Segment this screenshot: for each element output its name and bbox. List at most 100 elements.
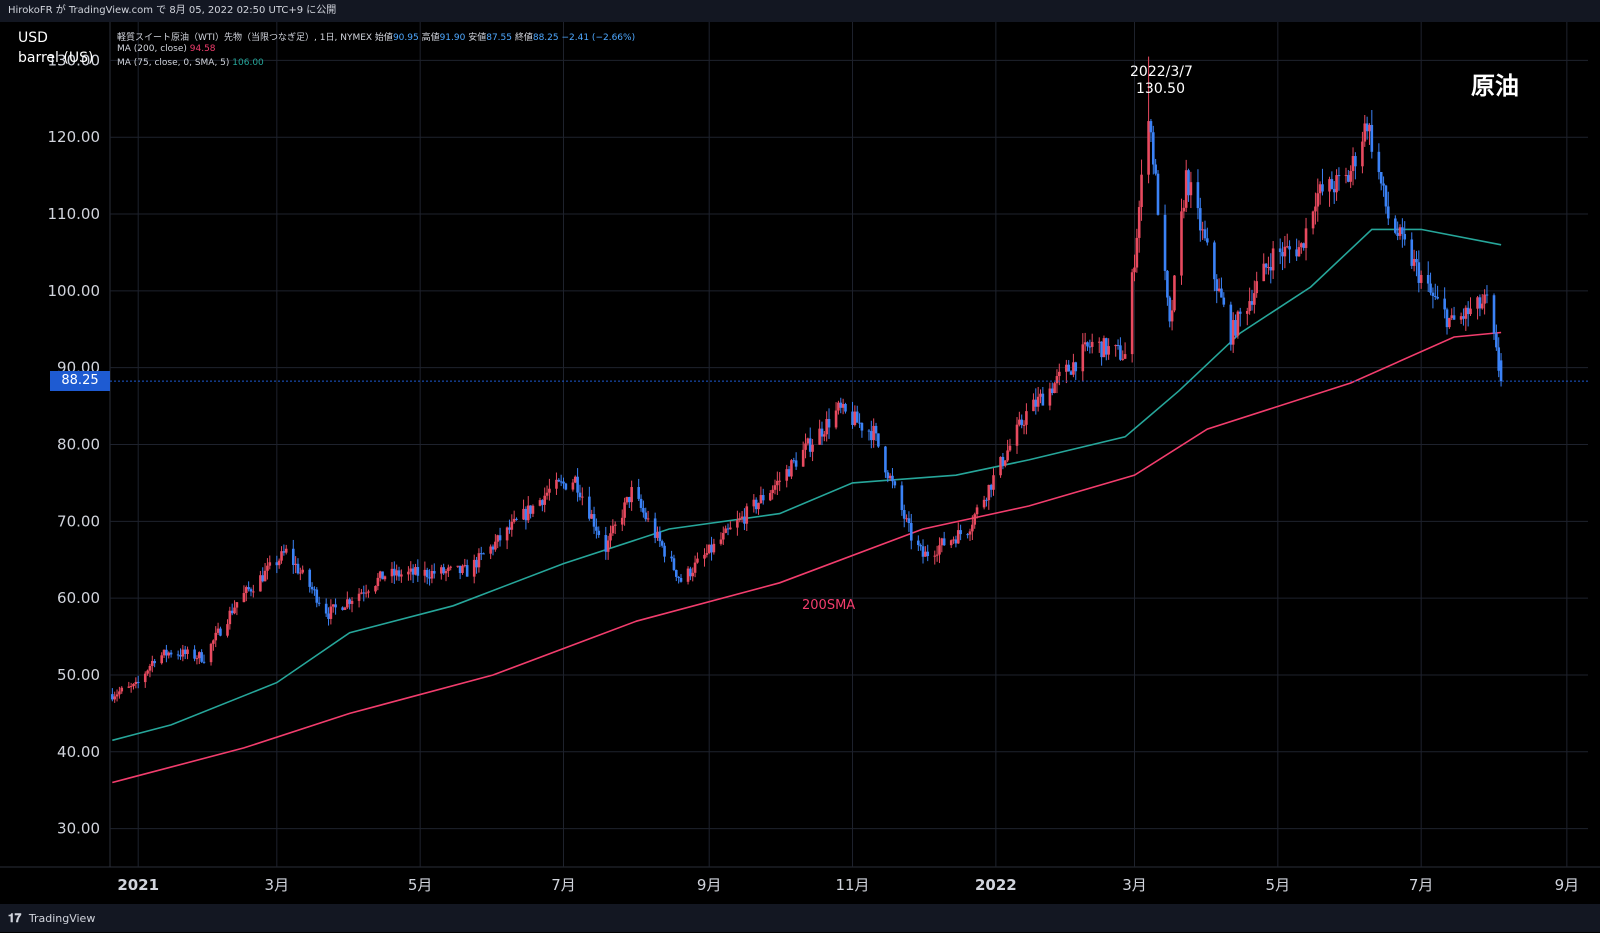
candle-body [1201, 229, 1204, 231]
candle-body [1278, 248, 1282, 253]
candle-body [334, 604, 337, 608]
y-axis[interactable]: 130.00120.00110.00100.0090.0080.0070.006… [48, 51, 101, 837]
candle-body [1452, 315, 1456, 320]
candle-body [924, 551, 927, 557]
peak-date-annotation: 2022/3/7 [1130, 64, 1193, 80]
candle-body [837, 402, 840, 411]
candle-body [327, 613, 330, 619]
candle-body [954, 539, 958, 544]
candle-body [820, 428, 824, 437]
x-tick-label: 3月 [265, 876, 290, 894]
candle-body [1396, 232, 1399, 236]
price-chart[interactable]: 130.00120.00110.00100.0090.0080.0070.006… [0, 22, 1600, 904]
footer-brand[interactable]: TradingView [28, 912, 96, 925]
candle-body [623, 502, 626, 518]
candle-body [1086, 342, 1089, 347]
candle-body [167, 652, 171, 656]
candle-body [324, 603, 328, 614]
legend-close-label: 終値 [511, 33, 533, 43]
candle-body [1344, 175, 1348, 177]
candle-body [604, 535, 608, 552]
price-unit: USD barrel (US) [18, 28, 93, 68]
candle-body [165, 649, 168, 656]
candle-body [1332, 188, 1336, 193]
candle-body [1304, 228, 1308, 248]
candle-body [886, 472, 890, 479]
legend-high-label: 高値 [418, 33, 440, 43]
y-tick-label: 130.00 [48, 51, 101, 69]
candle-body [729, 527, 732, 530]
candle-body [1189, 182, 1193, 196]
candle-body [891, 475, 894, 482]
candle-body [1065, 364, 1068, 372]
legend-ma200[interactable]: MA (200, close) 94.58 [117, 44, 216, 54]
candle-body [1036, 396, 1040, 407]
candle-body [801, 449, 805, 467]
ma200-path [112, 331, 1502, 784]
candle-body [1006, 450, 1009, 461]
candle-body [393, 568, 396, 576]
y-tick-label: 110.00 [48, 205, 101, 223]
candle-body [693, 562, 697, 573]
candle-body [1018, 419, 1021, 425]
legend-ma75[interactable]: MA (75, close, 0, SMA, 5) 106.00 [117, 58, 264, 68]
candle-body [242, 593, 246, 603]
candle-body [1495, 333, 1498, 348]
candle-body [989, 484, 993, 490]
candle-body [282, 551, 286, 553]
x-axis[interactable]: 2021 3月 5月 7月 9月 11月 2022 3月 5月 7月 9月 [117, 876, 1579, 894]
candle-body [562, 481, 565, 484]
candle-body [839, 402, 843, 408]
candle-body [378, 571, 382, 578]
candle-body [630, 487, 633, 503]
tradingview-logo-icon[interactable]: 𝟏𝟕 [8, 911, 22, 925]
candle-body [529, 505, 532, 514]
candle-body [357, 593, 361, 601]
candle-body [1058, 371, 1061, 377]
x-tick-label: 2022 [975, 876, 1017, 894]
candle-body [576, 476, 579, 493]
candle-body [1368, 124, 1371, 132]
candle-body [1097, 341, 1101, 343]
candle-body [1166, 270, 1169, 298]
candle-body [299, 572, 302, 574]
candle-body [277, 560, 281, 566]
candle-body [768, 493, 772, 501]
candle-body [1476, 297, 1479, 309]
x-tick-label: 2021 [117, 876, 159, 894]
legend-close: 88.25 [532, 33, 559, 43]
candle-body [512, 518, 516, 522]
candle-body [308, 569, 312, 587]
candle-body [1116, 344, 1120, 346]
candle-body [400, 574, 403, 577]
legend-change: −2.41 (−2.66%) [558, 33, 636, 43]
candle-body [982, 499, 986, 508]
candle-body [301, 569, 304, 573]
candle-body [956, 530, 960, 544]
y-tick-label: 70.00 [57, 512, 100, 530]
candle-body [1074, 362, 1078, 372]
candle-body [637, 487, 640, 499]
candle-body [505, 527, 509, 541]
candle-body [646, 518, 650, 520]
candle-body [674, 570, 678, 577]
candle-body [663, 545, 666, 557]
candle-body [935, 554, 939, 556]
candle-body [1297, 247, 1301, 257]
candle-body [679, 577, 683, 582]
candle-body [1008, 445, 1012, 451]
candle-body [1245, 310, 1249, 314]
candle-body [548, 488, 551, 493]
candle-body [1022, 424, 1026, 426]
candle-body [595, 526, 598, 531]
candle-body [268, 562, 272, 566]
candle-body [233, 607, 236, 614]
candle-body [1384, 185, 1388, 207]
candle-body [992, 475, 995, 490]
candle-body [707, 544, 711, 554]
candle-body [1025, 411, 1028, 425]
y-tick-label: 100.00 [48, 282, 101, 300]
candle-body [148, 665, 152, 671]
publish-info: HirokoFR が TradingView.com で 8月 05, 2022… [0, 0, 1600, 22]
candle-body [1220, 288, 1223, 298]
